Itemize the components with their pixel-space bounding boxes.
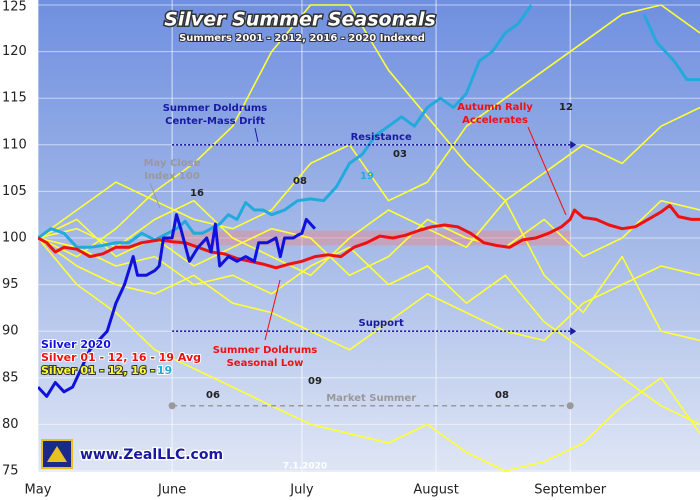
reference-end [566,402,574,410]
legend-entry: Silver 01 - 12, 16 - 19 Avg [41,351,201,364]
annotation: Center-Mass Drift [165,116,265,127]
year-label: 09 [308,376,322,387]
year-label: 16 [190,188,204,199]
series-line [38,203,700,270]
year-label: 06 [206,390,220,401]
reference-end [168,402,176,410]
legend-entry: 19 [157,364,172,377]
x-tick-label: June [157,483,186,498]
y-tick-label: 100 [2,231,27,246]
date-stamp: 7.1.2020 [283,462,327,472]
series-line [38,4,700,249]
series-line [38,106,700,277]
x-tick-label: May [25,483,52,498]
annotation: Summer Doldrums [163,103,268,114]
reference-label: Support [359,318,404,329]
reference-label: Market Summer [326,393,416,404]
chart-title: Silver Summer Seasonals [164,9,436,31]
y-tick-label: 75 [2,464,19,479]
annotation-arrow [149,182,161,209]
series-line [38,237,700,472]
year-label: 12 [559,102,573,113]
y-tick-label: 90 [2,324,19,339]
legend-entry: Silver 01 - 12, 16 - [41,364,155,377]
series-line [38,213,317,398]
year-label: 08 [495,390,509,401]
annotation: Accelerates [462,115,528,126]
annotation-arrow [254,127,259,143]
x-tick-label: September [534,483,607,498]
chart-subtitle: Summers 2001 - 2012, 2016 - 2020 Indexed [179,33,425,44]
y-tick-label: 85 [2,370,19,385]
y-tick-label: 120 [2,44,27,59]
annotation: Index 100 [144,171,200,182]
annotation-arrow [264,279,281,341]
annotation: May Close [144,158,201,169]
logo-mark [47,446,67,462]
legend-entry: Silver 2020 [41,338,111,351]
annotation: Autumn Rally [457,102,533,113]
x-tick-label: July [289,483,314,498]
y-tick-label: 125 [2,0,27,15]
annotation: Summer Doldrums [213,345,318,356]
annotation-arrow [527,126,567,216]
year-label: 19 [360,171,374,182]
y-tick-label: 105 [2,184,27,199]
y-tick-label: 115 [2,91,27,106]
series-line [38,237,700,351]
year-label: 08 [293,176,307,187]
year-label: 03 [393,149,407,160]
y-tick-label: 110 [2,137,27,152]
annotation: Seasonal Low [227,358,304,369]
y-tick-label: 80 [2,417,19,432]
series-line [38,4,700,342]
x-tick-label: August [413,483,459,498]
watermark: www.ZealLLC.com [80,447,223,463]
reference-arrow [570,140,577,149]
series-line [38,237,700,426]
y-tick-label: 95 [2,277,19,292]
reference-arrow [570,327,577,336]
reference-label: Resistance [351,132,412,143]
